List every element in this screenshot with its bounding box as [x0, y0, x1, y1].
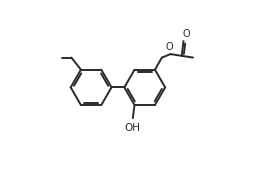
Text: O: O — [183, 29, 190, 39]
Text: OH: OH — [124, 123, 140, 133]
Text: O: O — [165, 42, 173, 52]
